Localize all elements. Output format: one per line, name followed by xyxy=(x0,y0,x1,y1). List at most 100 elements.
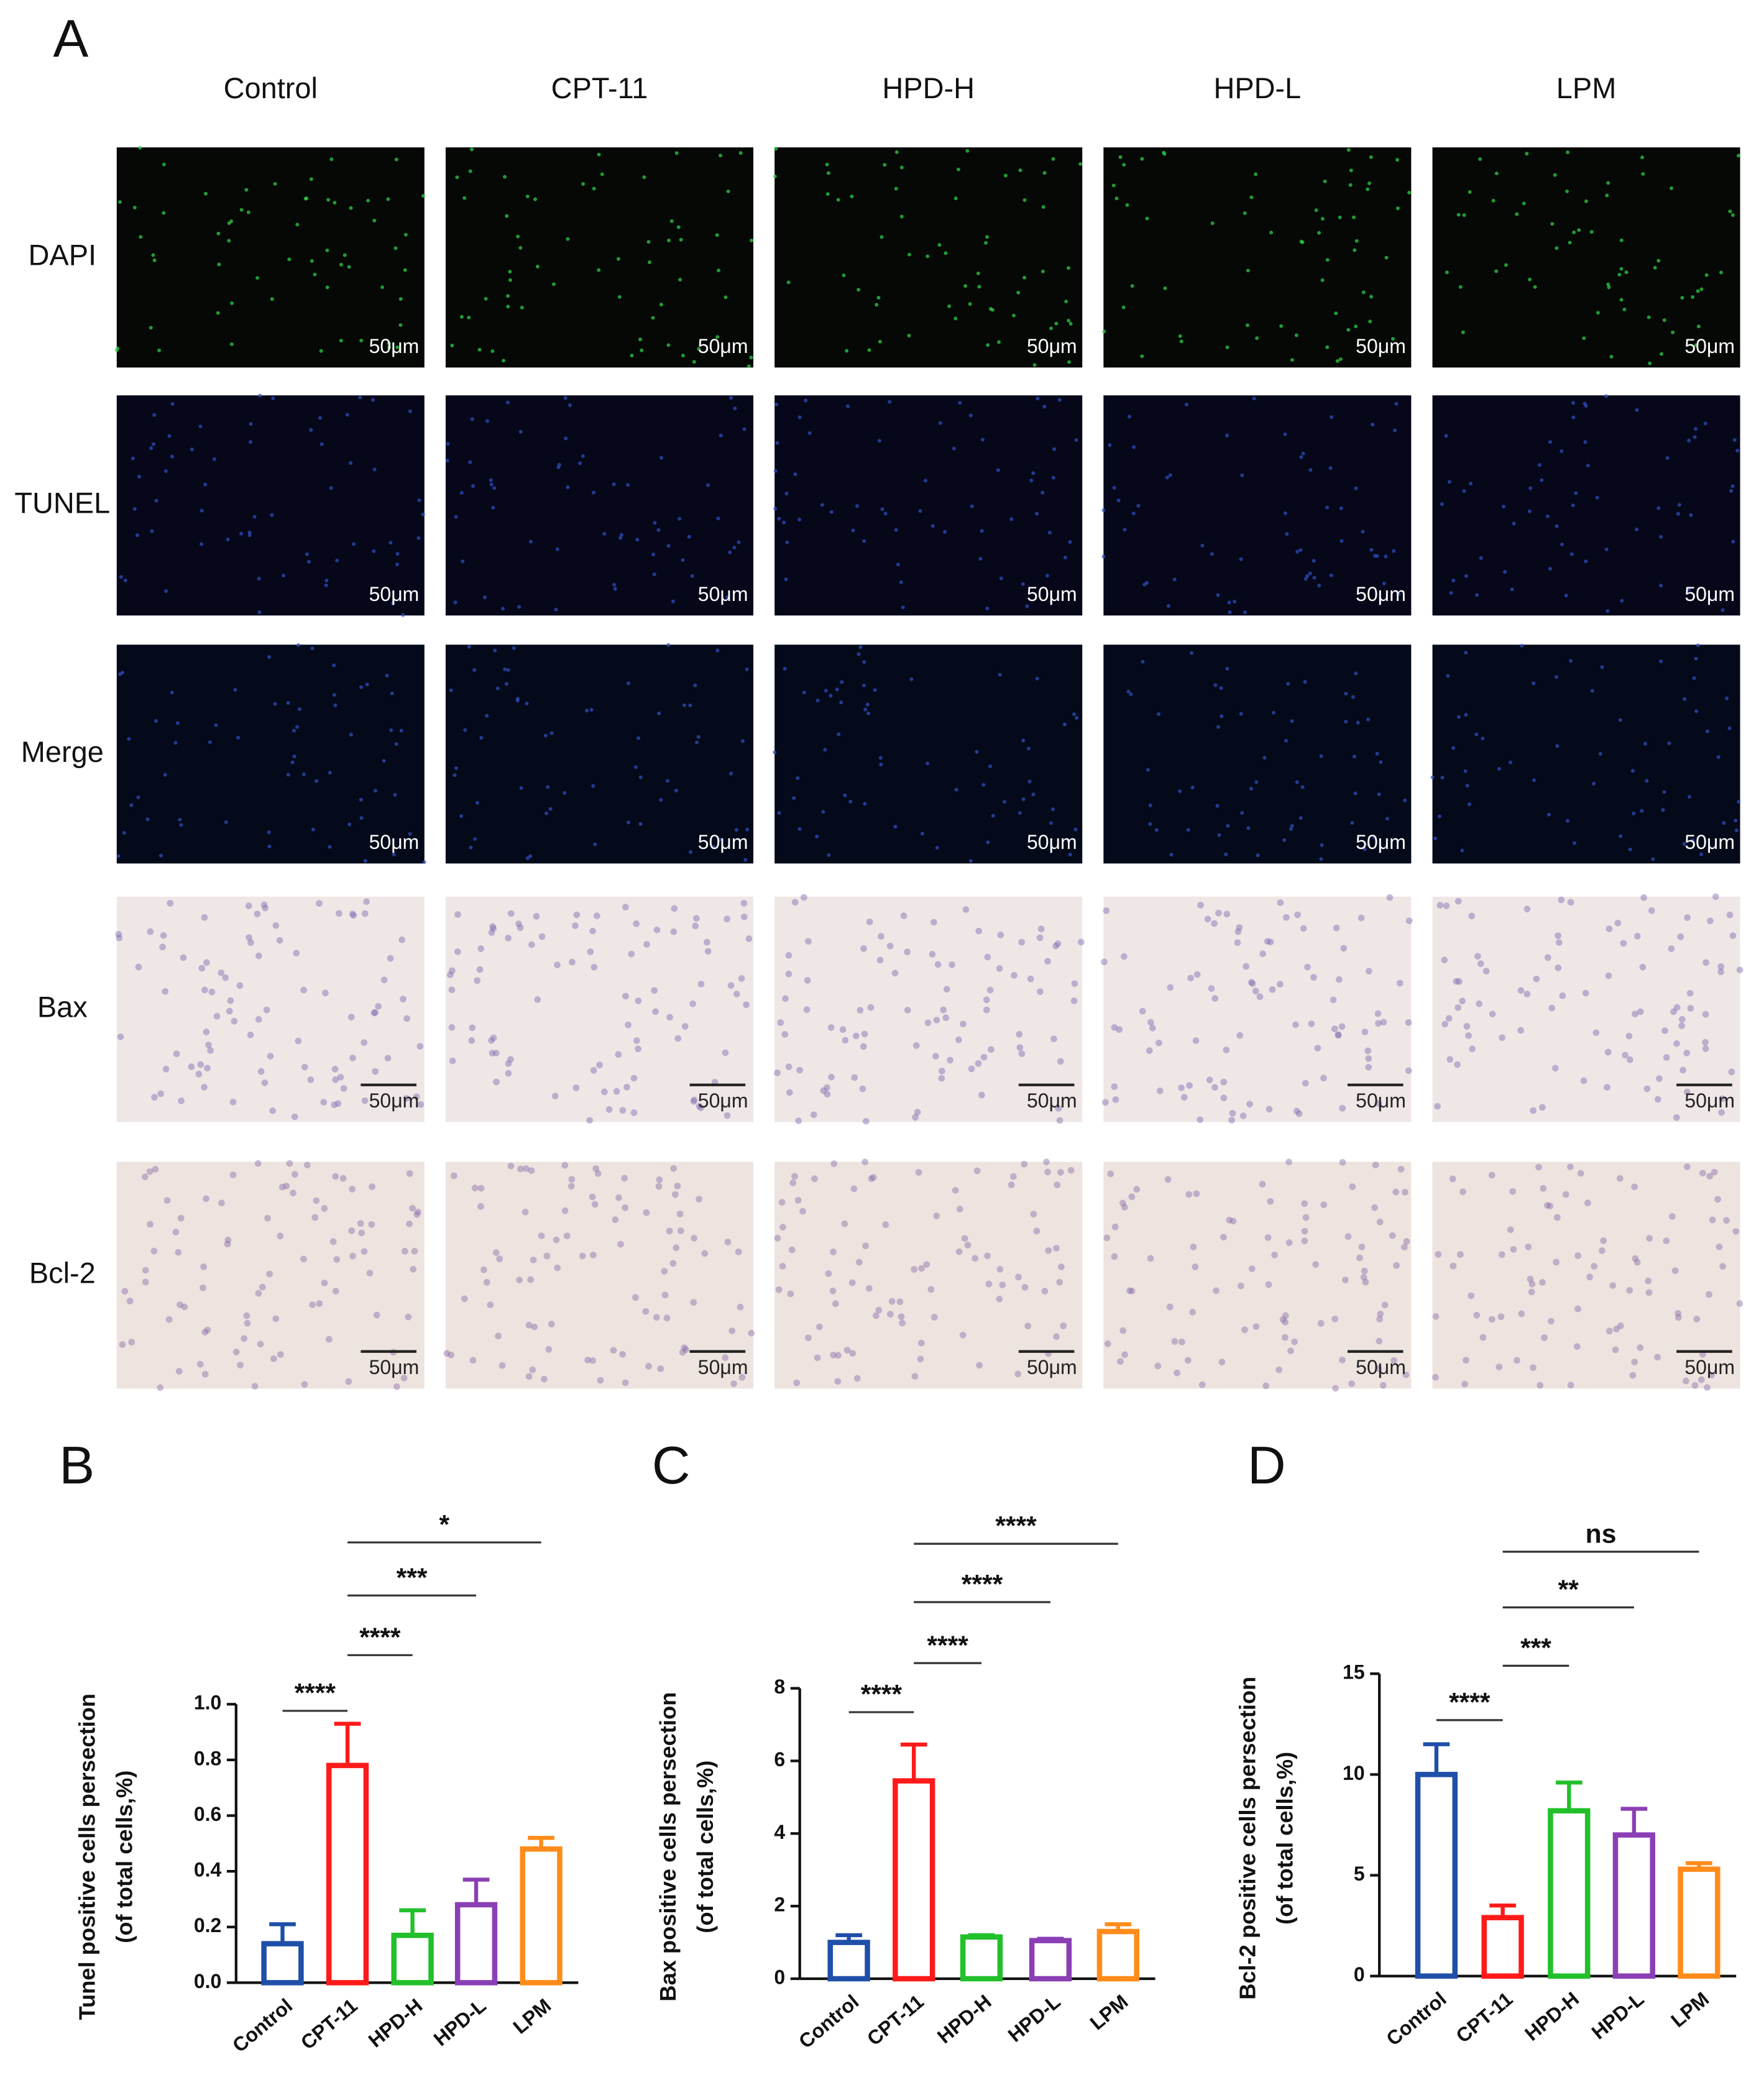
cell-texture xyxy=(339,1175,347,1182)
cell-texture xyxy=(1683,1088,1691,1096)
cell-texture xyxy=(687,534,691,539)
cell-texture xyxy=(1683,1377,1689,1385)
cell-texture xyxy=(1108,443,1112,447)
cell-texture xyxy=(984,953,991,961)
cell-texture xyxy=(863,802,867,806)
cell-texture xyxy=(401,613,405,617)
cell-texture xyxy=(1190,786,1195,790)
cell-texture xyxy=(1397,1165,1405,1173)
cell-texture xyxy=(516,1276,523,1283)
cell-texture xyxy=(249,422,253,426)
cell-texture xyxy=(1555,964,1562,971)
cell-texture xyxy=(1693,435,1697,439)
cell-texture xyxy=(697,347,701,351)
cell-texture xyxy=(473,837,477,841)
cell-texture xyxy=(201,1370,209,1378)
y-tick-label: 2 xyxy=(774,1894,785,1916)
cell-texture xyxy=(1474,732,1479,736)
cell-texture xyxy=(584,1357,591,1363)
cell-texture xyxy=(127,736,131,741)
cell-texture xyxy=(1737,800,1741,804)
bar xyxy=(326,1762,369,1986)
cell-texture xyxy=(1184,1357,1192,1364)
cell-texture xyxy=(483,1279,490,1286)
cell-texture xyxy=(371,398,375,402)
cell-texture xyxy=(311,827,315,832)
cell-texture xyxy=(1208,985,1215,992)
y-axis-label: (of total cells,%) xyxy=(111,1771,137,1943)
cell-texture xyxy=(985,1280,993,1288)
cell-texture xyxy=(1126,1287,1133,1295)
cell-texture xyxy=(142,1267,149,1274)
cell-texture xyxy=(214,723,218,727)
cell-texture xyxy=(1107,1170,1114,1178)
cell-texture xyxy=(1302,1079,1309,1087)
cell-texture xyxy=(454,948,461,955)
cell-texture xyxy=(1339,1357,1346,1363)
x-tick-label: Control xyxy=(228,1994,296,2057)
cell-texture xyxy=(865,1285,873,1292)
cell-texture xyxy=(853,1375,861,1382)
significance-label: **** xyxy=(861,1680,903,1710)
cell-texture xyxy=(506,294,510,298)
cell-texture xyxy=(1148,803,1152,807)
cell-texture xyxy=(1475,593,1479,597)
cell-texture xyxy=(1548,1317,1555,1325)
cell-texture xyxy=(688,703,692,708)
cell-texture xyxy=(934,961,942,968)
cell-texture xyxy=(1008,1181,1015,1188)
cell-texture xyxy=(1348,183,1353,187)
cell-texture xyxy=(372,549,376,553)
cell-texture xyxy=(152,413,157,417)
cell-texture xyxy=(393,1383,400,1390)
cell-texture xyxy=(873,688,877,692)
cell-texture xyxy=(800,894,807,901)
cell-texture xyxy=(855,504,860,508)
cell-texture xyxy=(296,643,300,648)
cell-texture xyxy=(964,1242,972,1249)
cell-texture xyxy=(1671,330,1675,334)
cell-texture xyxy=(339,262,343,267)
cell-texture xyxy=(676,1211,684,1217)
cell-texture xyxy=(651,552,656,557)
cell-texture xyxy=(996,1296,1003,1303)
cell-texture xyxy=(1071,980,1078,988)
cell-texture xyxy=(1312,575,1316,580)
cell-texture xyxy=(899,580,903,584)
cell-texture xyxy=(643,1209,650,1216)
cell-texture xyxy=(1022,275,1027,280)
cell-texture xyxy=(1056,1278,1063,1286)
cell-texture xyxy=(1462,213,1466,218)
cell-texture xyxy=(505,214,509,218)
cell-texture xyxy=(348,1227,355,1234)
cell-texture xyxy=(392,852,396,856)
cell-texture xyxy=(1457,715,1461,719)
cell-texture xyxy=(1352,754,1356,759)
cell-texture xyxy=(717,268,721,273)
cell-texture xyxy=(1246,268,1250,273)
micrograph xyxy=(445,644,754,864)
cell-texture xyxy=(743,858,748,862)
cell-texture xyxy=(651,987,658,994)
cell-texture xyxy=(968,302,972,306)
cell-texture xyxy=(1577,228,1581,232)
cell-texture xyxy=(594,1170,602,1177)
cell-texture xyxy=(696,735,701,739)
cell-texture xyxy=(177,1214,185,1222)
cell-texture xyxy=(782,520,786,525)
cell-texture xyxy=(1735,449,1740,453)
cell-texture xyxy=(1303,680,1307,684)
cell-texture xyxy=(1031,792,1036,797)
cell-texture xyxy=(1056,1117,1063,1124)
cell-texture xyxy=(1648,907,1655,914)
cell-texture xyxy=(394,742,398,746)
cell-texture xyxy=(455,175,459,180)
cell-texture xyxy=(157,348,161,352)
cell-texture xyxy=(180,954,187,961)
cell-texture xyxy=(1301,451,1305,456)
cell-texture xyxy=(304,1162,311,1168)
cell-texture xyxy=(1456,213,1461,217)
cell-texture xyxy=(917,1355,924,1363)
cell-texture xyxy=(681,1023,689,1030)
